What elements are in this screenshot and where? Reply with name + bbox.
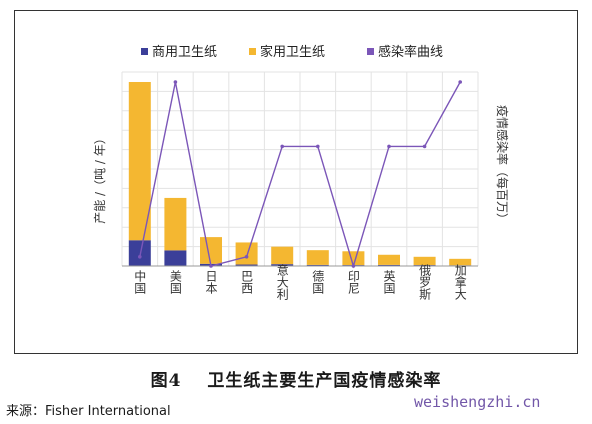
infection-rate-point-1 [173,80,178,84]
bar-household-0 [128,82,151,241]
infection-rate-point-9 [458,80,463,84]
figure-number: 图4 [150,371,182,391]
legend-label-2: 感染率曲线 [378,44,443,60]
legend-label-1: 家用卫生纸 [260,44,325,60]
infection-rate-point-2 [209,264,213,268]
bar-household-6 [342,251,365,266]
watermark: weishengzhi.cn [414,393,541,411]
infection-rate-point-7 [387,144,391,149]
infection-rate-point-8 [422,144,427,149]
bar-commercial-7 [378,264,400,266]
bar-household-3 [235,242,258,265]
bar-household-7 [378,254,400,265]
bar-household-8 [413,256,436,266]
infection-line [138,80,463,269]
bar-commercial-1 [164,250,187,266]
category-label-7: 英国 [382,270,396,294]
category-label-5: 德国 [311,269,325,294]
infection-rate-point-3 [244,254,249,259]
category-label-3: 巴西 [240,270,254,294]
bar-household-9 [449,258,472,266]
bar-household-4 [271,246,294,265]
bar-household-5 [306,250,329,265]
bar-household-1 [164,197,187,251]
bar-household-2 [200,237,222,264]
legend-label-0: 商用卫生纸 [152,45,217,60]
bar-commercial-4 [271,264,294,266]
bar-commercial-5 [306,264,329,266]
category-labels: 中国 美国 日本 巴西 意大利 德国 印尼 英国 俄罗斯 加拿大 [133,263,467,301]
legend-swatch-0 [141,48,148,55]
category-label-0: 中国 [133,269,147,294]
category-label-9: 加拿大 [453,264,467,300]
y-axis-label: 产能 /（吨 / 年） [93,132,107,224]
category-label-6: 印尼 [346,270,360,294]
y2-axis-label: 疫情感染率（每百万） [495,105,510,225]
infection-rate-point-4 [280,144,285,149]
figure-title: 卫生纸主要生产国疫情感染率 [207,371,442,391]
category-label-1: 美国 [168,270,182,294]
bar-commercial-3 [235,264,258,266]
legend: 商用卫生纸 家用卫生纸 感染率曲线 [141,44,443,60]
category-label-4: 意大利 [275,263,289,300]
infection-rate-point-0 [138,254,142,259]
bar-commercial-0 [128,240,151,266]
legend-swatch-1 [249,48,256,55]
source-note: 来源：Fisher International [6,404,171,419]
figure-caption: 图4 卫生纸主要生产国疫情感染率 [0,366,592,391]
figure-frame [14,10,578,354]
category-label-2: 日本 [204,270,218,295]
infection-rate-point-5 [316,144,320,149]
category-label-8: 俄罗斯 [418,264,432,301]
infection-rate-point-6 [351,264,356,268]
infection-rate-line [139,81,461,269]
bars [128,82,472,266]
legend-swatch-2 [367,48,374,55]
